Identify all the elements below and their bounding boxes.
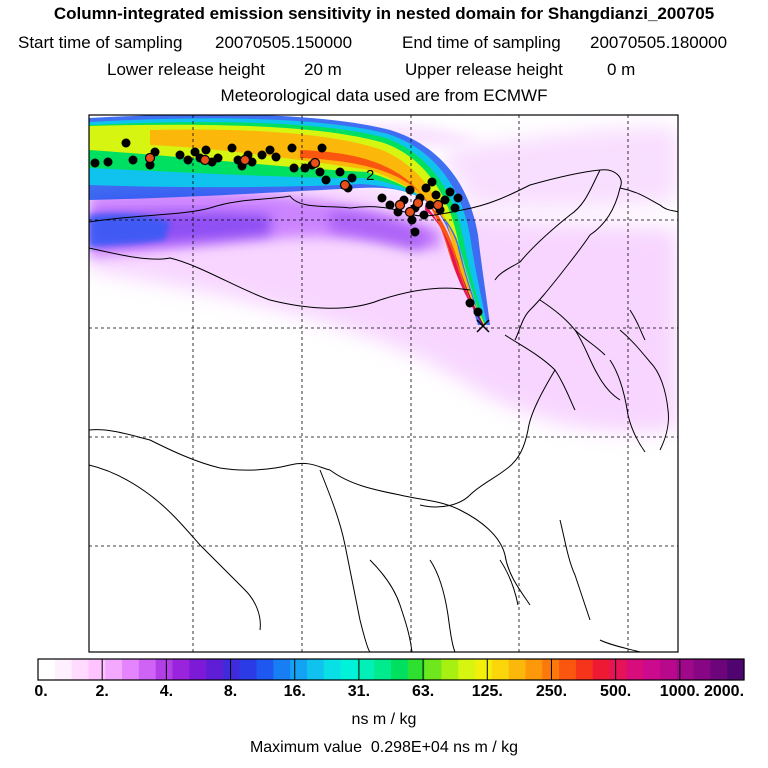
colorbar-tick-label: 4. <box>159 683 174 700</box>
colorbar-tick-label: 2. <box>95 683 109 700</box>
colorbar-swatch <box>391 659 409 680</box>
colorbar-swatch <box>525 659 543 680</box>
end-time-label: End time of sampling <box>402 33 561 52</box>
met-data-line: Meteorological data used are from ECMWF <box>220 86 548 105</box>
colorbar-swatch <box>659 659 678 680</box>
particle-markers <box>90 138 483 317</box>
colorbar-swatch <box>239 659 258 680</box>
particle-cluster-tail <box>465 298 483 317</box>
particle-cluster-east <box>377 177 463 237</box>
colorbar-swatch <box>475 659 493 680</box>
units-label: ns m / kg <box>351 711 417 728</box>
colorbar-tick-label: 16. <box>283 683 306 700</box>
map-frame <box>88 114 679 653</box>
chart-title: Column-integrated emission sensitivity i… <box>53 4 715 23</box>
colorbar-swatch <box>122 659 140 680</box>
lower-release-value: 20 m <box>304 60 342 79</box>
colorbar-swatch <box>138 659 157 680</box>
colorbar-swatch <box>323 659 342 680</box>
colorbar-tick-label: 31. <box>347 683 371 700</box>
colorbar-swatch <box>256 659 274 680</box>
colorbar-swatch <box>575 659 594 680</box>
colorbar-swatch <box>189 659 207 680</box>
colorbar-tick-label: 500. <box>600 683 632 700</box>
particle-cluster-west <box>90 138 299 173</box>
colorbar-swatch <box>441 659 459 680</box>
colorbar-tick-label: 1000. <box>659 683 700 700</box>
colorbar-tick-label: 8. <box>223 683 238 700</box>
colorbar-swatch <box>643 659 661 680</box>
colorbar-swatch <box>559 659 577 680</box>
sensitivity-field <box>89 115 678 433</box>
max-value-line: Maximum value 0.298E+04 ns m / kg <box>0 739 768 757</box>
colorbar-swatch <box>172 659 190 680</box>
colorbar-tick-label: 125. <box>471 683 503 700</box>
particle-cluster-central <box>300 143 357 193</box>
colorbar-tick-label: 2000. <box>703 683 745 700</box>
colorbar-swatch <box>592 659 611 680</box>
colorbar-frame <box>37 658 745 681</box>
colorbar-swatch <box>88 659 106 680</box>
colorbar-swatch <box>105 659 123 680</box>
max-value: 0.298E+04 ns m / kg <box>370 739 519 756</box>
colorbar-swatch <box>508 659 527 680</box>
colorbar <box>37 658 745 681</box>
colorbar-swatch <box>54 659 73 680</box>
colorbar-swatch <box>424 659 443 680</box>
max-value-label: Maximum value <box>249 739 362 756</box>
plume-number-label: 2 <box>366 167 374 184</box>
colorbar-swatch <box>340 659 358 680</box>
receptor-marker <box>476 319 490 333</box>
colorbar-swatch <box>374 659 392 680</box>
colorbar-tick-label: 63. <box>411 683 435 700</box>
colorbar-swatch <box>407 659 426 680</box>
colorbar-swatch <box>727 659 745 680</box>
start-time-value: 20070505.150000 <box>215 33 353 52</box>
upper-release-value: 0 m <box>607 60 636 79</box>
colorbar-tick-label: 250. <box>535 683 568 700</box>
colorbar-swatch <box>626 659 644 680</box>
colorbar-swatch <box>676 659 695 680</box>
colorbar-swatch <box>71 659 90 680</box>
colorbar-swatch <box>38 659 56 680</box>
colorbar-swatch <box>155 659 174 680</box>
end-time-value: 20070505.180000 <box>590 33 728 52</box>
colorbar-swatch <box>491 659 510 680</box>
colorbar-swatch <box>222 659 241 680</box>
colorbar-tick-label: 0. <box>34 683 48 700</box>
colorbar-swatch <box>710 659 728 680</box>
colorbar-swatch <box>206 659 224 680</box>
colorbar-swatch <box>273 659 291 680</box>
colorbar-swatch <box>290 659 308 680</box>
colorbar-swatch <box>609 659 627 680</box>
lower-release-label: Lower release height <box>107 60 265 79</box>
colorbar-swatch <box>458 659 476 680</box>
colorbar-swatch <box>693 659 711 680</box>
colorbar-swatch <box>306 659 325 680</box>
start-time-label: Start time of sampling <box>18 33 183 52</box>
lat-lon-grid <box>89 115 678 652</box>
colorbar-swatch <box>357 659 375 680</box>
upper-release-label: Upper release height <box>405 60 563 79</box>
